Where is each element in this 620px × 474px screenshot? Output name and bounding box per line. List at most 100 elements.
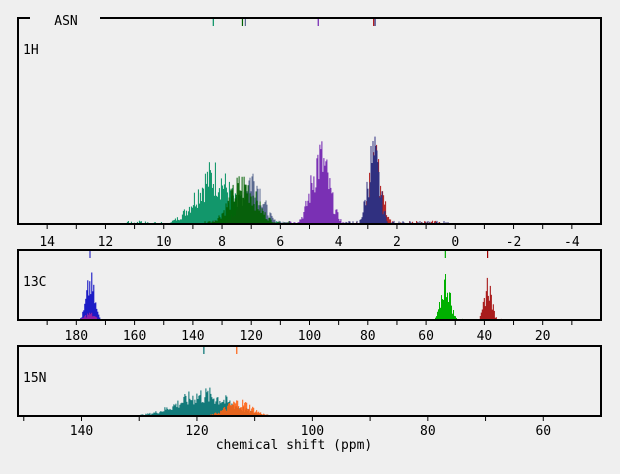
histogram-bar-n [198,395,200,416]
histogram-bar-hd22 [242,197,244,224]
histogram-bar-h [207,186,209,224]
histogram-bar-hb2 [371,163,373,224]
tick-label: 10 [156,235,172,250]
histogram-bar-hd22 [228,197,230,224]
histogram-bar-n [161,411,163,416]
histogram-bar-nd2 [223,407,225,416]
histogram-bar-h [126,221,128,224]
histogram-bar-cb [491,309,493,320]
histogram-bar-hb3 [386,215,388,224]
histogram-bar-h [213,195,215,224]
histogram-bar-h [199,192,201,224]
histogram-bar-hd22 [252,195,254,224]
histogram-bar-ha [338,218,340,224]
histogram-bar-hb2 [378,172,380,224]
histogram-bar-h [221,185,223,224]
histogram-bar-ha [309,202,311,224]
histogram-bar-hb3 [388,216,390,224]
histogram-bar-h [203,202,205,224]
histogram-bar-n [197,399,199,416]
histogram-bar-nd2 [217,413,219,416]
histogram-bar-hb2 [365,205,367,224]
histogram-bar-nd2 [256,410,258,416]
histogram-bar-n [164,407,166,416]
histogram-bar-n [202,402,204,416]
histogram-bar-hb2 [398,221,400,224]
histogram-bar-ca [449,292,450,320]
histogram-bar-cb [495,317,497,320]
histogram-bar-hd21 [263,203,265,224]
histogram-bar-hd22 [224,215,226,224]
histogram-bar-n [213,398,215,416]
histogram-bar-hb2 [419,221,421,224]
histogram-bar-hd22 [249,193,251,224]
histogram-bar-n [220,403,222,416]
histogram-bar-h [220,178,222,224]
histogram-bar-nd2 [219,413,221,416]
tick-label: 80 [420,424,436,439]
histogram-bar-cg [92,316,94,320]
histogram-bar-h [214,162,216,224]
histogram-bar-hb3 [383,195,385,224]
histogram-bar-ca [437,311,438,320]
histogram-bar-cg [85,315,87,320]
histogram-bar-nd2 [227,405,229,416]
histogram-bar-hd22 [288,221,290,224]
histogram-bar-hb2 [382,214,384,224]
histogram-bar-ca [445,274,446,320]
histogram-bar-h [210,172,212,224]
histogram-bar-ha [300,219,302,224]
histogram-bar-hd22 [217,218,219,224]
histogram-bar-ca [440,307,441,320]
histogram-bar-hb2 [386,221,388,224]
histogram-bar-n [214,403,216,416]
histogram-bar-cg [87,313,89,320]
histogram-bar-n [187,404,189,416]
histogram-bar-hd21 [279,221,281,224]
histogram-bar-hd22 [238,176,240,224]
histogram-bar-hd22 [256,200,258,224]
tick-label: 100 [301,424,324,439]
histogram-bar-ha [328,189,330,224]
tick-label: 6 [276,235,284,250]
histogram-bar-n [225,395,227,416]
histogram-bar-ha [333,213,335,224]
tick-label: 140 [70,424,93,439]
tick-label: -2 [506,235,522,250]
histogram-bar-hd22 [268,217,270,224]
histogram-bar-n [184,394,186,416]
histogram-bar-hb3 [431,221,433,224]
histogram-bar-h [182,210,184,224]
histogram-bar-ha [311,183,313,224]
histogram-bar-h [173,219,175,224]
histogram-bar-h [202,188,204,224]
histogram-bar-h [217,192,219,224]
histogram-bar-n [196,393,198,416]
tick-label: 120 [185,424,208,439]
histogram-bar-n [212,399,214,416]
histogram-bar-n [180,403,182,416]
histogram-bar-h [229,190,231,224]
histogram-bar-ha [330,187,332,224]
histogram-bar-hd22 [216,221,218,224]
histogram-bar-h [223,184,225,224]
tick-label: 60 [535,424,551,439]
histogram-bar-h [177,219,179,224]
histogram-bar-n [178,407,180,416]
histogram-bar-h [188,206,190,224]
histogram-bar-ca [442,299,443,320]
histogram-bar-n [166,407,168,416]
histogram-bar-nd2 [247,409,249,416]
histogram-bar-hd22 [227,200,229,224]
histogram-bar-hb2 [385,216,387,224]
histogram-bar-hb2 [374,136,376,224]
histogram-bar-h [208,162,210,224]
histogram-bar-hd22 [260,213,262,224]
tick-label: 140 [181,329,204,344]
histogram-bar-c [91,272,93,320]
histogram-bar-nd2 [228,403,230,416]
histogram-bar-n [199,395,201,416]
histogram-bar-hb2 [381,191,383,224]
histogram-bar-hb2 [366,181,368,224]
